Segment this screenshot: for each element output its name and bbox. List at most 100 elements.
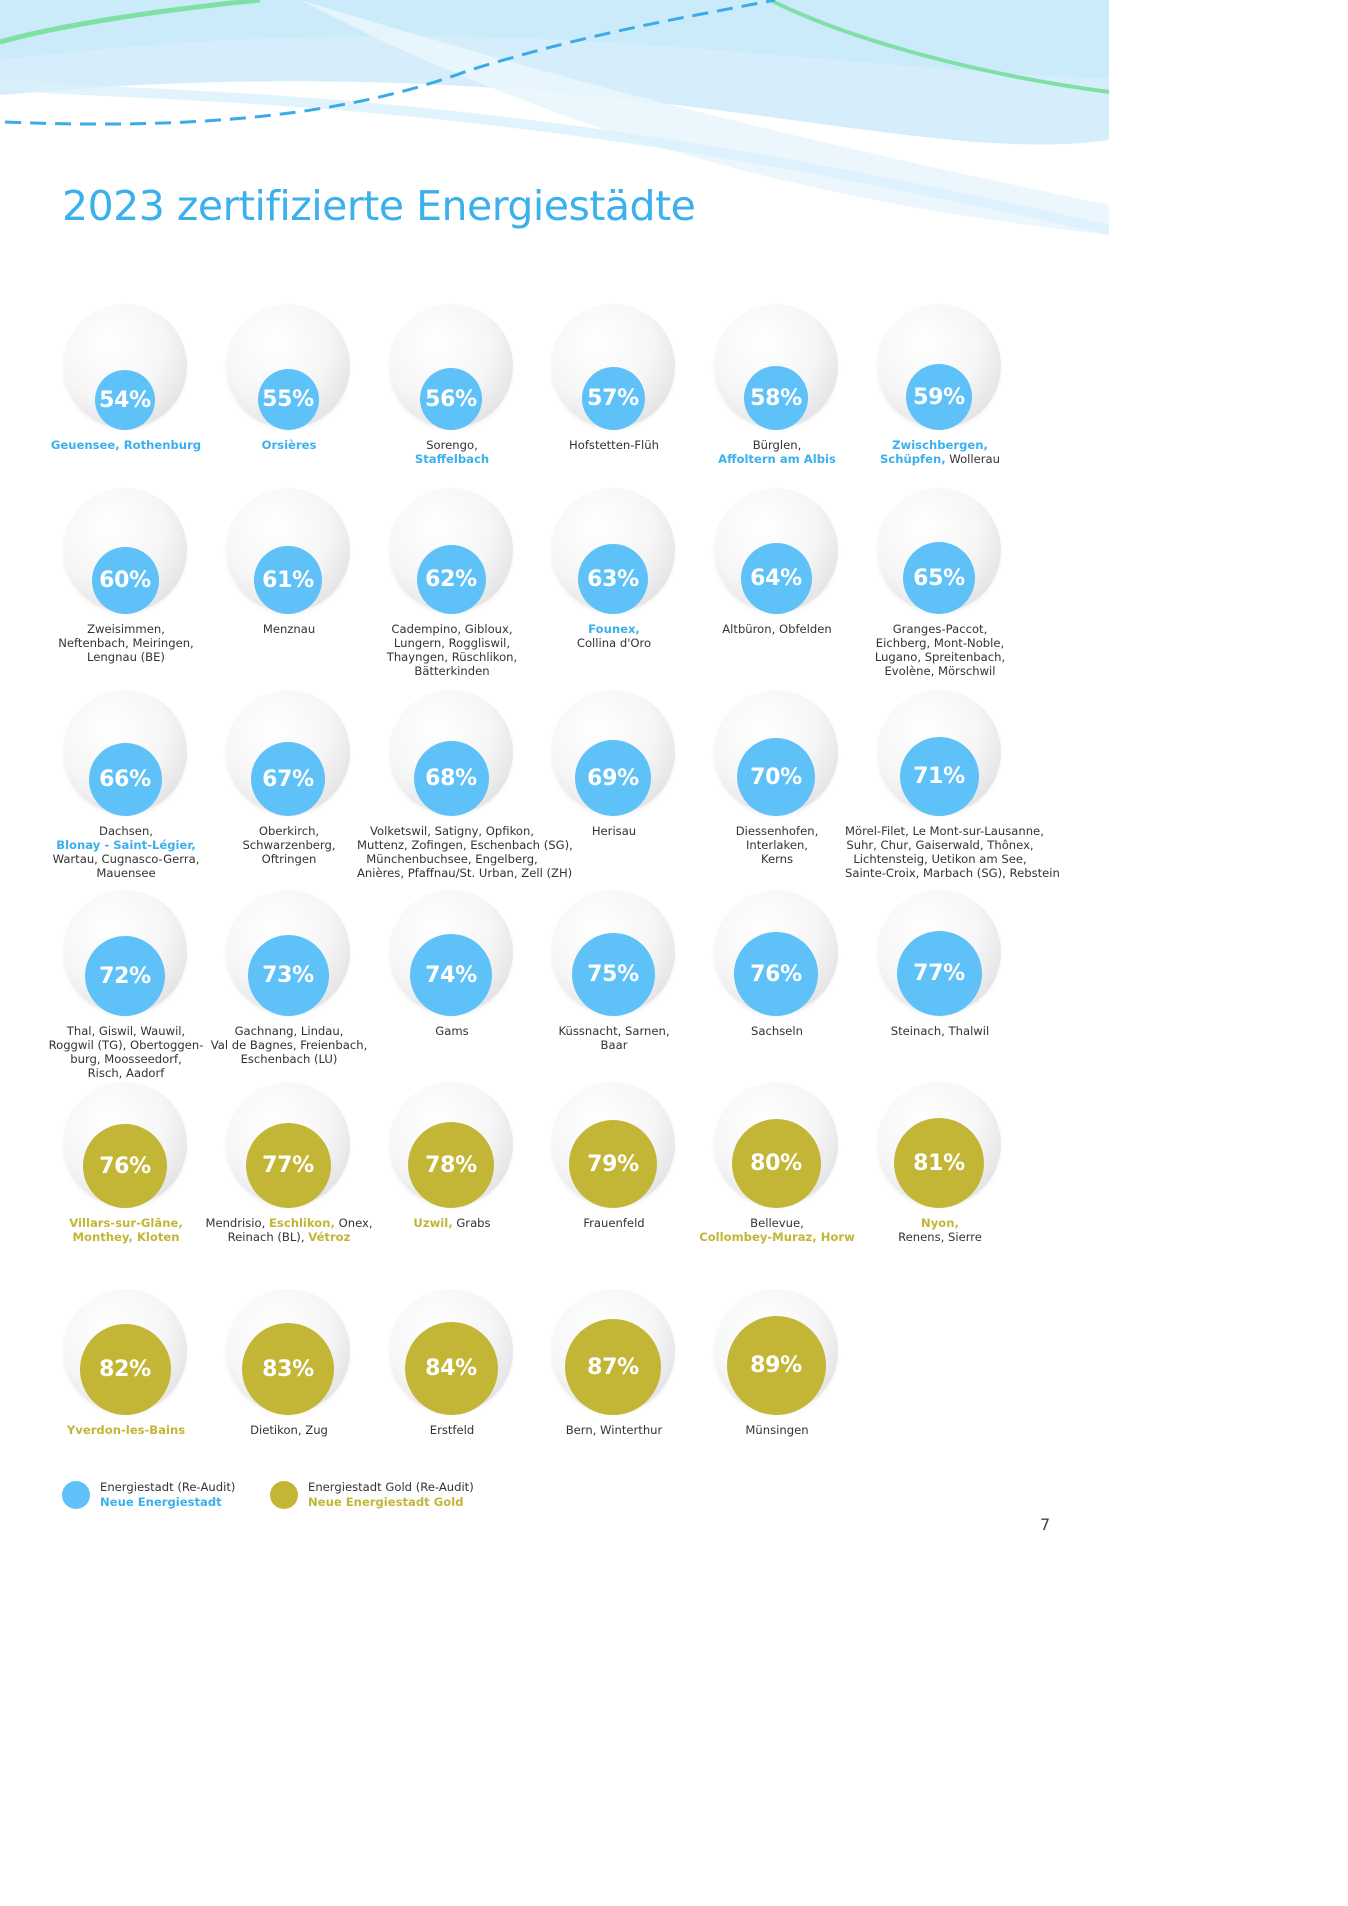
city-name-text: Villars-sur-Glâne, xyxy=(69,1216,183,1230)
city-name-text: Thayngen, Rüschlikon, xyxy=(386,650,518,664)
city-name-text: Cadempino, Gibloux, xyxy=(391,622,513,636)
percentage-disc: 68% xyxy=(413,741,489,816)
city-names: Bern, Winterthur xyxy=(519,1423,709,1437)
percentage-value: 65% xyxy=(913,565,965,591)
legend-label-new: Neue Energiestadt Gold xyxy=(308,1495,464,1509)
percentage-value: 58% xyxy=(750,385,802,411)
percentage-disc: 70% xyxy=(737,738,815,816)
city-name-text: Eschlikon, xyxy=(269,1216,335,1230)
city-name-text: Steinach, Thalwil xyxy=(890,1024,990,1038)
city-name-text: Granges-Paccot, xyxy=(892,622,988,636)
city-name-text: Lugano, Spreitenbach, xyxy=(874,650,1006,664)
percentage-value: 83% xyxy=(262,1356,314,1382)
percentage-value: 73% xyxy=(262,963,314,988)
percentage-disc: 73% xyxy=(247,935,329,1016)
percentage-disc: 75% xyxy=(571,933,655,1016)
percentage-value: 87% xyxy=(587,1354,639,1380)
percentage-value: 57% xyxy=(587,386,639,411)
percentage-value: 64% xyxy=(750,566,802,591)
city-name-text: Mauensee xyxy=(96,866,156,880)
percentage-value: 76% xyxy=(750,961,802,987)
city-name-text: Neftenbach, Meiringen, xyxy=(58,636,194,650)
percentage-value: 62% xyxy=(425,567,477,592)
city-names: Münsingen xyxy=(682,1423,872,1437)
percentage-value: 59% xyxy=(913,384,965,410)
percentage-disc: 69% xyxy=(575,740,651,816)
city-name-text: Onex, xyxy=(334,1216,373,1230)
percentage-disc: 76% xyxy=(734,932,818,1016)
percentage-disc: 58% xyxy=(744,366,808,430)
city-names: Menznau xyxy=(194,622,384,636)
city-name-text: Altbüron, Obfelden xyxy=(722,622,832,636)
city-names: Erstfeld xyxy=(357,1423,547,1437)
legend-item-gold: Energiestadt Gold (Re-Audit) Neue Energie… xyxy=(270,1480,474,1510)
city-names: Cadempino, Gibloux, Lungern, Roggliswil, T… xyxy=(357,622,547,678)
city-names: Diessenhofen, Interlaken, Kerns xyxy=(682,824,872,866)
percentage-value: 77% xyxy=(262,1153,314,1178)
city-name-text: Suhr, Chur, Gaiserwald, Thônex, xyxy=(846,838,1034,852)
city-name-text: Grabs xyxy=(452,1216,491,1230)
percentage-disc: 56% xyxy=(420,368,482,430)
percentage-disc: 61% xyxy=(254,546,322,614)
city-names: Steinach, Thalwil xyxy=(845,1024,1035,1038)
city-names: Zwischbergen, Schüpfen, Wollerau xyxy=(845,438,1035,466)
percentage-value: 60% xyxy=(99,568,151,593)
percentage-value: 63% xyxy=(587,566,639,592)
city-name-text: Zwischbergen, xyxy=(892,438,988,452)
city-name-text: Founex, xyxy=(588,622,640,636)
percentage-disc: 76% xyxy=(83,1124,167,1208)
city-names: Volketswil, Satigny, Opfikon, Muttenz, Zo… xyxy=(357,824,573,880)
city-names: Zweisimmen, Neftenbach, Meiringen, Lengnau… xyxy=(31,622,221,664)
city-name-text: Uzwil, xyxy=(413,1216,453,1230)
city-name-text: Collina d'Oro xyxy=(576,636,652,650)
city-name-text: Dachsen, xyxy=(99,824,153,838)
percentage-disc: 81% xyxy=(894,1118,984,1208)
city-name-text: Frauenfeld xyxy=(583,1216,645,1230)
city-names: Gams xyxy=(357,1024,547,1038)
percentage-value: 54% xyxy=(99,387,151,413)
city-name-text: Bürglen, xyxy=(752,438,802,452)
city-name-text: Küssnacht, Sarnen, xyxy=(558,1024,670,1038)
city-name-text: Bern, Winterthur xyxy=(565,1423,663,1437)
percentage-value: 80% xyxy=(750,1151,802,1176)
percentage-disc: 82% xyxy=(79,1324,171,1415)
city-name-text: Staffelbach xyxy=(414,452,490,466)
city-name-text: Lungern, Roggliswil, xyxy=(393,636,511,650)
city-name-text: Affoltern am Albis xyxy=(718,452,836,466)
percentage-value: 78% xyxy=(425,1152,477,1178)
city-name-text: Sachseln xyxy=(751,1024,803,1038)
city-name-text: Erstfeld xyxy=(429,1423,475,1437)
city-names: Yverdon-les-Bains xyxy=(31,1423,221,1437)
percentage-value: 74% xyxy=(425,962,477,988)
percentage-value: 56% xyxy=(425,386,477,412)
city-name-text: Mörel-Filet, Le Mont-sur-Lausanne, xyxy=(845,824,1044,838)
city-name-text: Yverdon-les-Bains xyxy=(66,1423,186,1437)
city-name-text: Interlaken, xyxy=(745,838,808,852)
percentage-value: 89% xyxy=(750,1353,802,1378)
city-name-text: Vétroz xyxy=(308,1230,351,1244)
city-name-text: Diessenhofen, xyxy=(735,824,819,838)
city-name-text: Menznau xyxy=(262,622,316,636)
percentage-value: 84% xyxy=(425,1356,477,1381)
percentage-disc: 77% xyxy=(896,931,982,1016)
city-name-text: Herisau xyxy=(591,824,637,838)
percentage-disc: 78% xyxy=(408,1122,494,1208)
percentage-disc: 79% xyxy=(569,1120,657,1208)
percentage-value: 75% xyxy=(587,962,639,987)
percentage-disc: 63% xyxy=(578,544,648,614)
city-names: Nyon, Renens, Sierre xyxy=(845,1216,1035,1244)
city-name-text: Bätterkinden xyxy=(414,664,490,678)
percentage-value: 72% xyxy=(99,963,151,989)
city-name-text: Zweisimmen, xyxy=(87,622,165,636)
percentage-disc: 54% xyxy=(95,370,155,430)
city-names: Uzwil, Grabs xyxy=(357,1216,547,1230)
percentage-value: 67% xyxy=(262,766,314,792)
percentage-value: 71% xyxy=(913,764,965,789)
legend-label: Energiestadt Gold (Re-Audit) xyxy=(308,1480,474,1494)
city-names: Sorengo, Staffelbach xyxy=(357,438,547,466)
city-name-text: Reinach (BL), xyxy=(227,1230,309,1244)
city-names: Dachsen, Blonay - Saint-Légier, Wartau, Cu… xyxy=(31,824,221,880)
city-name-text: Eschenbach (LU) xyxy=(240,1052,338,1066)
city-names: Mendrisio, Eschlikon, Onex, Reinach (BL),… xyxy=(194,1216,384,1244)
city-name-text: Volketswil, Satigny, Opfikon, xyxy=(369,824,535,838)
